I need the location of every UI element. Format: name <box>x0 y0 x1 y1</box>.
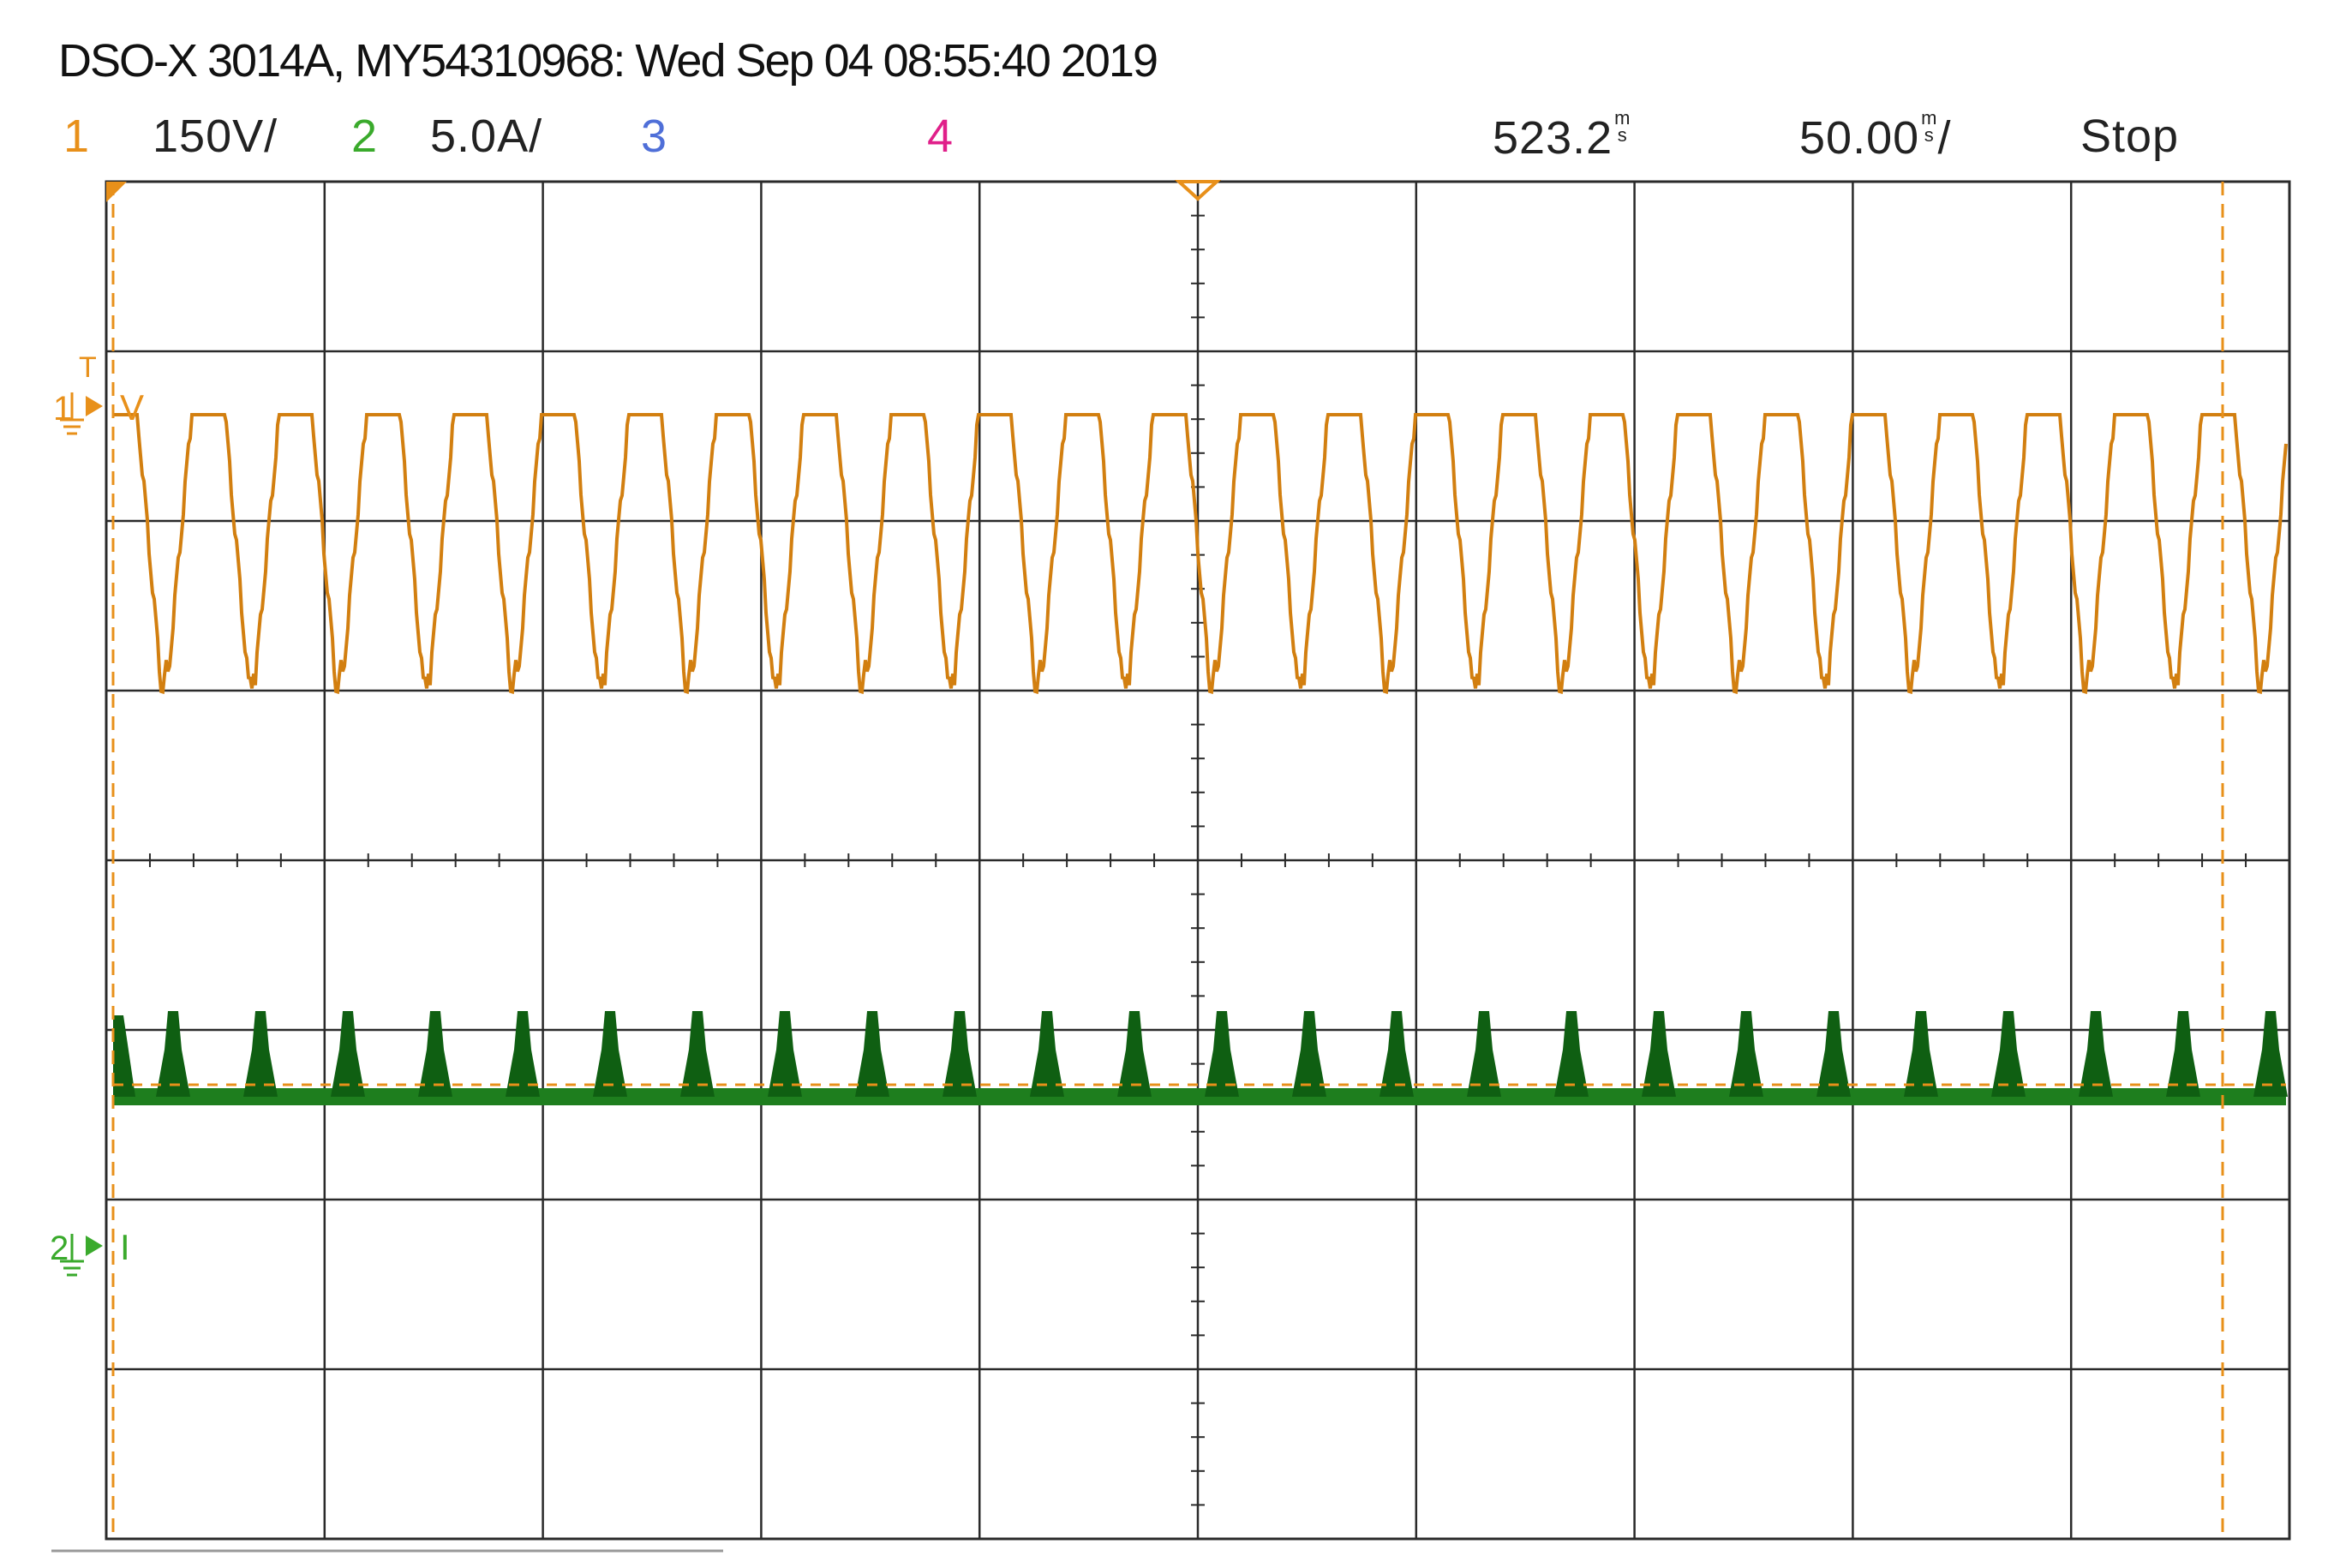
current-pulse <box>855 1011 889 1097</box>
window-title: DSO-X 3014A, MY54310968: Wed Sep 04 08:5… <box>58 35 1158 87</box>
current-pulse <box>1816 1011 1851 1097</box>
current-pulse <box>331 1011 365 1097</box>
current-pulse <box>1554 1011 1589 1097</box>
arrow-right-icon <box>86 1236 103 1256</box>
current-pulse <box>1642 1011 1676 1097</box>
channel-2-trace <box>113 1011 2288 1105</box>
current-pulse <box>943 1011 977 1097</box>
current-pulse <box>1904 1011 1938 1097</box>
current-pulse <box>1729 1011 1763 1097</box>
current-pulse <box>418 1011 452 1097</box>
channel-1-ground-number: 1 <box>53 390 72 428</box>
channel-2-ground-marker[interactable]: 2 I <box>50 1227 130 1277</box>
current-pulse <box>1030 1011 1064 1097</box>
trigger-level-marker: T <box>79 351 97 384</box>
current-pulse <box>680 1011 715 1097</box>
current-pulse <box>2166 1011 2200 1097</box>
channel-1-label: V <box>120 387 144 428</box>
time-cursors[interactable] <box>106 180 2286 1539</box>
current-pulse <box>156 1011 190 1097</box>
channel-2-ground-number: 2 <box>50 1230 69 1267</box>
delay-unit-bottom: s <box>1617 124 1628 146</box>
trigger-delay-icon <box>1174 180 1222 201</box>
run-state[interactable]: Stop <box>2080 111 2180 162</box>
delay-value: 523.2 <box>1493 112 1613 164</box>
status-bar: 1 150V/ 2 5.0A/ 3 4 523.2 m s 50.00 m s / Sto… <box>0 107 2334 178</box>
ground-icon <box>60 392 84 435</box>
channel-1-number[interactable]: 1 <box>63 111 91 162</box>
channel-1-trace <box>113 413 2288 695</box>
current-pulse <box>1991 1011 2026 1097</box>
channel-2-scale[interactable]: 5.0A/ <box>430 111 543 162</box>
channel-4-number[interactable]: 4 <box>927 111 955 162</box>
timebase-value: 50.00 <box>1799 112 1920 164</box>
channel-2-label: I <box>120 1227 130 1267</box>
current-pulse <box>1117 1011 1152 1097</box>
current-pulse <box>768 1011 802 1097</box>
channel-3-number[interactable]: 3 <box>641 111 668 162</box>
timebase-suffix: / <box>1937 112 1952 164</box>
trigger-position-icon <box>106 182 127 202</box>
channel-markers[interactable]: 1 T V 2 I <box>50 351 144 1277</box>
graticule-grid <box>51 180 2291 1553</box>
current-pulse <box>1205 1011 1239 1097</box>
arrow-right-icon <box>86 396 103 416</box>
current-pulse <box>506 1011 540 1097</box>
current-pulse <box>2253 1011 2288 1097</box>
current-pulse <box>1467 1011 1501 1097</box>
current-pulse <box>113 1015 135 1097</box>
voltage-trace <box>113 413 2288 695</box>
current-pulse <box>243 1011 278 1097</box>
current-pulse <box>593 1011 627 1097</box>
channel-1-ground-marker[interactable]: 1 T V <box>53 351 144 435</box>
delay-readout[interactable]: 523.2 m s <box>1493 107 1631 165</box>
channel-2-number[interactable]: 2 <box>351 111 379 162</box>
timebase-unit-bottom: s <box>1924 124 1935 146</box>
current-pulse <box>1292 1011 1326 1097</box>
graticule-ticks <box>148 214 2247 1506</box>
channel-1-scale[interactable]: 150V/ <box>153 111 278 162</box>
timebase-readout[interactable]: 50.00 m s / <box>1799 107 1952 165</box>
timebase-unit-top: m <box>1921 107 1938 129</box>
ground-icon <box>60 1234 84 1277</box>
delay-unit-top: m <box>1614 107 1631 129</box>
current-pulse <box>2079 1011 2113 1097</box>
current-pulse <box>1379 1011 1414 1097</box>
